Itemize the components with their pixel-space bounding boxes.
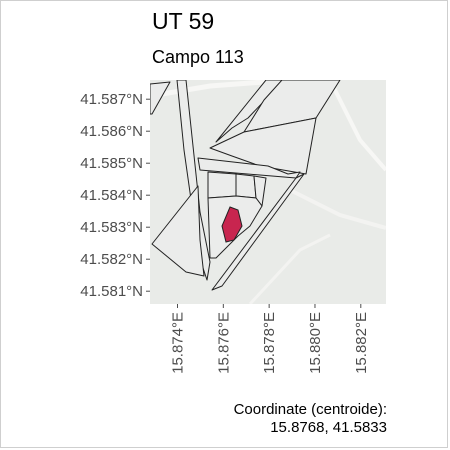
centroid-label: Coordinate (centroide):: [233, 401, 387, 418]
map-title: UT 59: [152, 8, 215, 34]
longitude-axis: 15.874°E 15.876°E 15.878°E 15.880°E 15.882°E: [169, 304, 370, 374]
lat-tick-label: 41.581°N: [80, 283, 143, 300]
latitude-axis: 41.587°N 41.586°N 41.585°N 41.584°N 41.583°N…: [80, 91, 150, 300]
parcel: [176, 80, 211, 281]
parcel: [235, 173, 257, 199]
parcel: [151, 185, 205, 277]
basemap-road: [150, 80, 291, 99]
lon-tick-label: 15.876°E: [215, 312, 232, 374]
parcel: [215, 80, 285, 143]
lat-tick-label: 41.583°N: [80, 219, 143, 236]
basemap-road: [248, 233, 331, 304]
lat-tick-label: 41.587°N: [80, 91, 143, 108]
centroid-value: 15.8768, 41.5833: [270, 419, 387, 436]
map-subtitle: Campo 113: [152, 47, 244, 67]
lat-tick-label: 41.586°N: [80, 123, 143, 140]
basemap-road: [289, 188, 386, 230]
lat-tick-label: 41.584°N: [80, 187, 143, 204]
parcel: [207, 171, 237, 199]
lon-tick-label: 15.878°E: [261, 312, 278, 374]
parcel: [211, 173, 305, 291]
lat-tick-label: 41.582°N: [80, 251, 143, 268]
lon-tick-label: 15.882°E: [353, 312, 370, 374]
lon-tick-label: 15.874°E: [169, 312, 186, 374]
lat-tick-label: 41.585°N: [80, 155, 143, 172]
parcel: [197, 157, 301, 179]
highlighted-parcel: [221, 206, 243, 243]
parcel: [150, 81, 171, 115]
basemap-road: [328, 80, 386, 172]
lon-tick-label: 15.880°E: [307, 312, 324, 374]
